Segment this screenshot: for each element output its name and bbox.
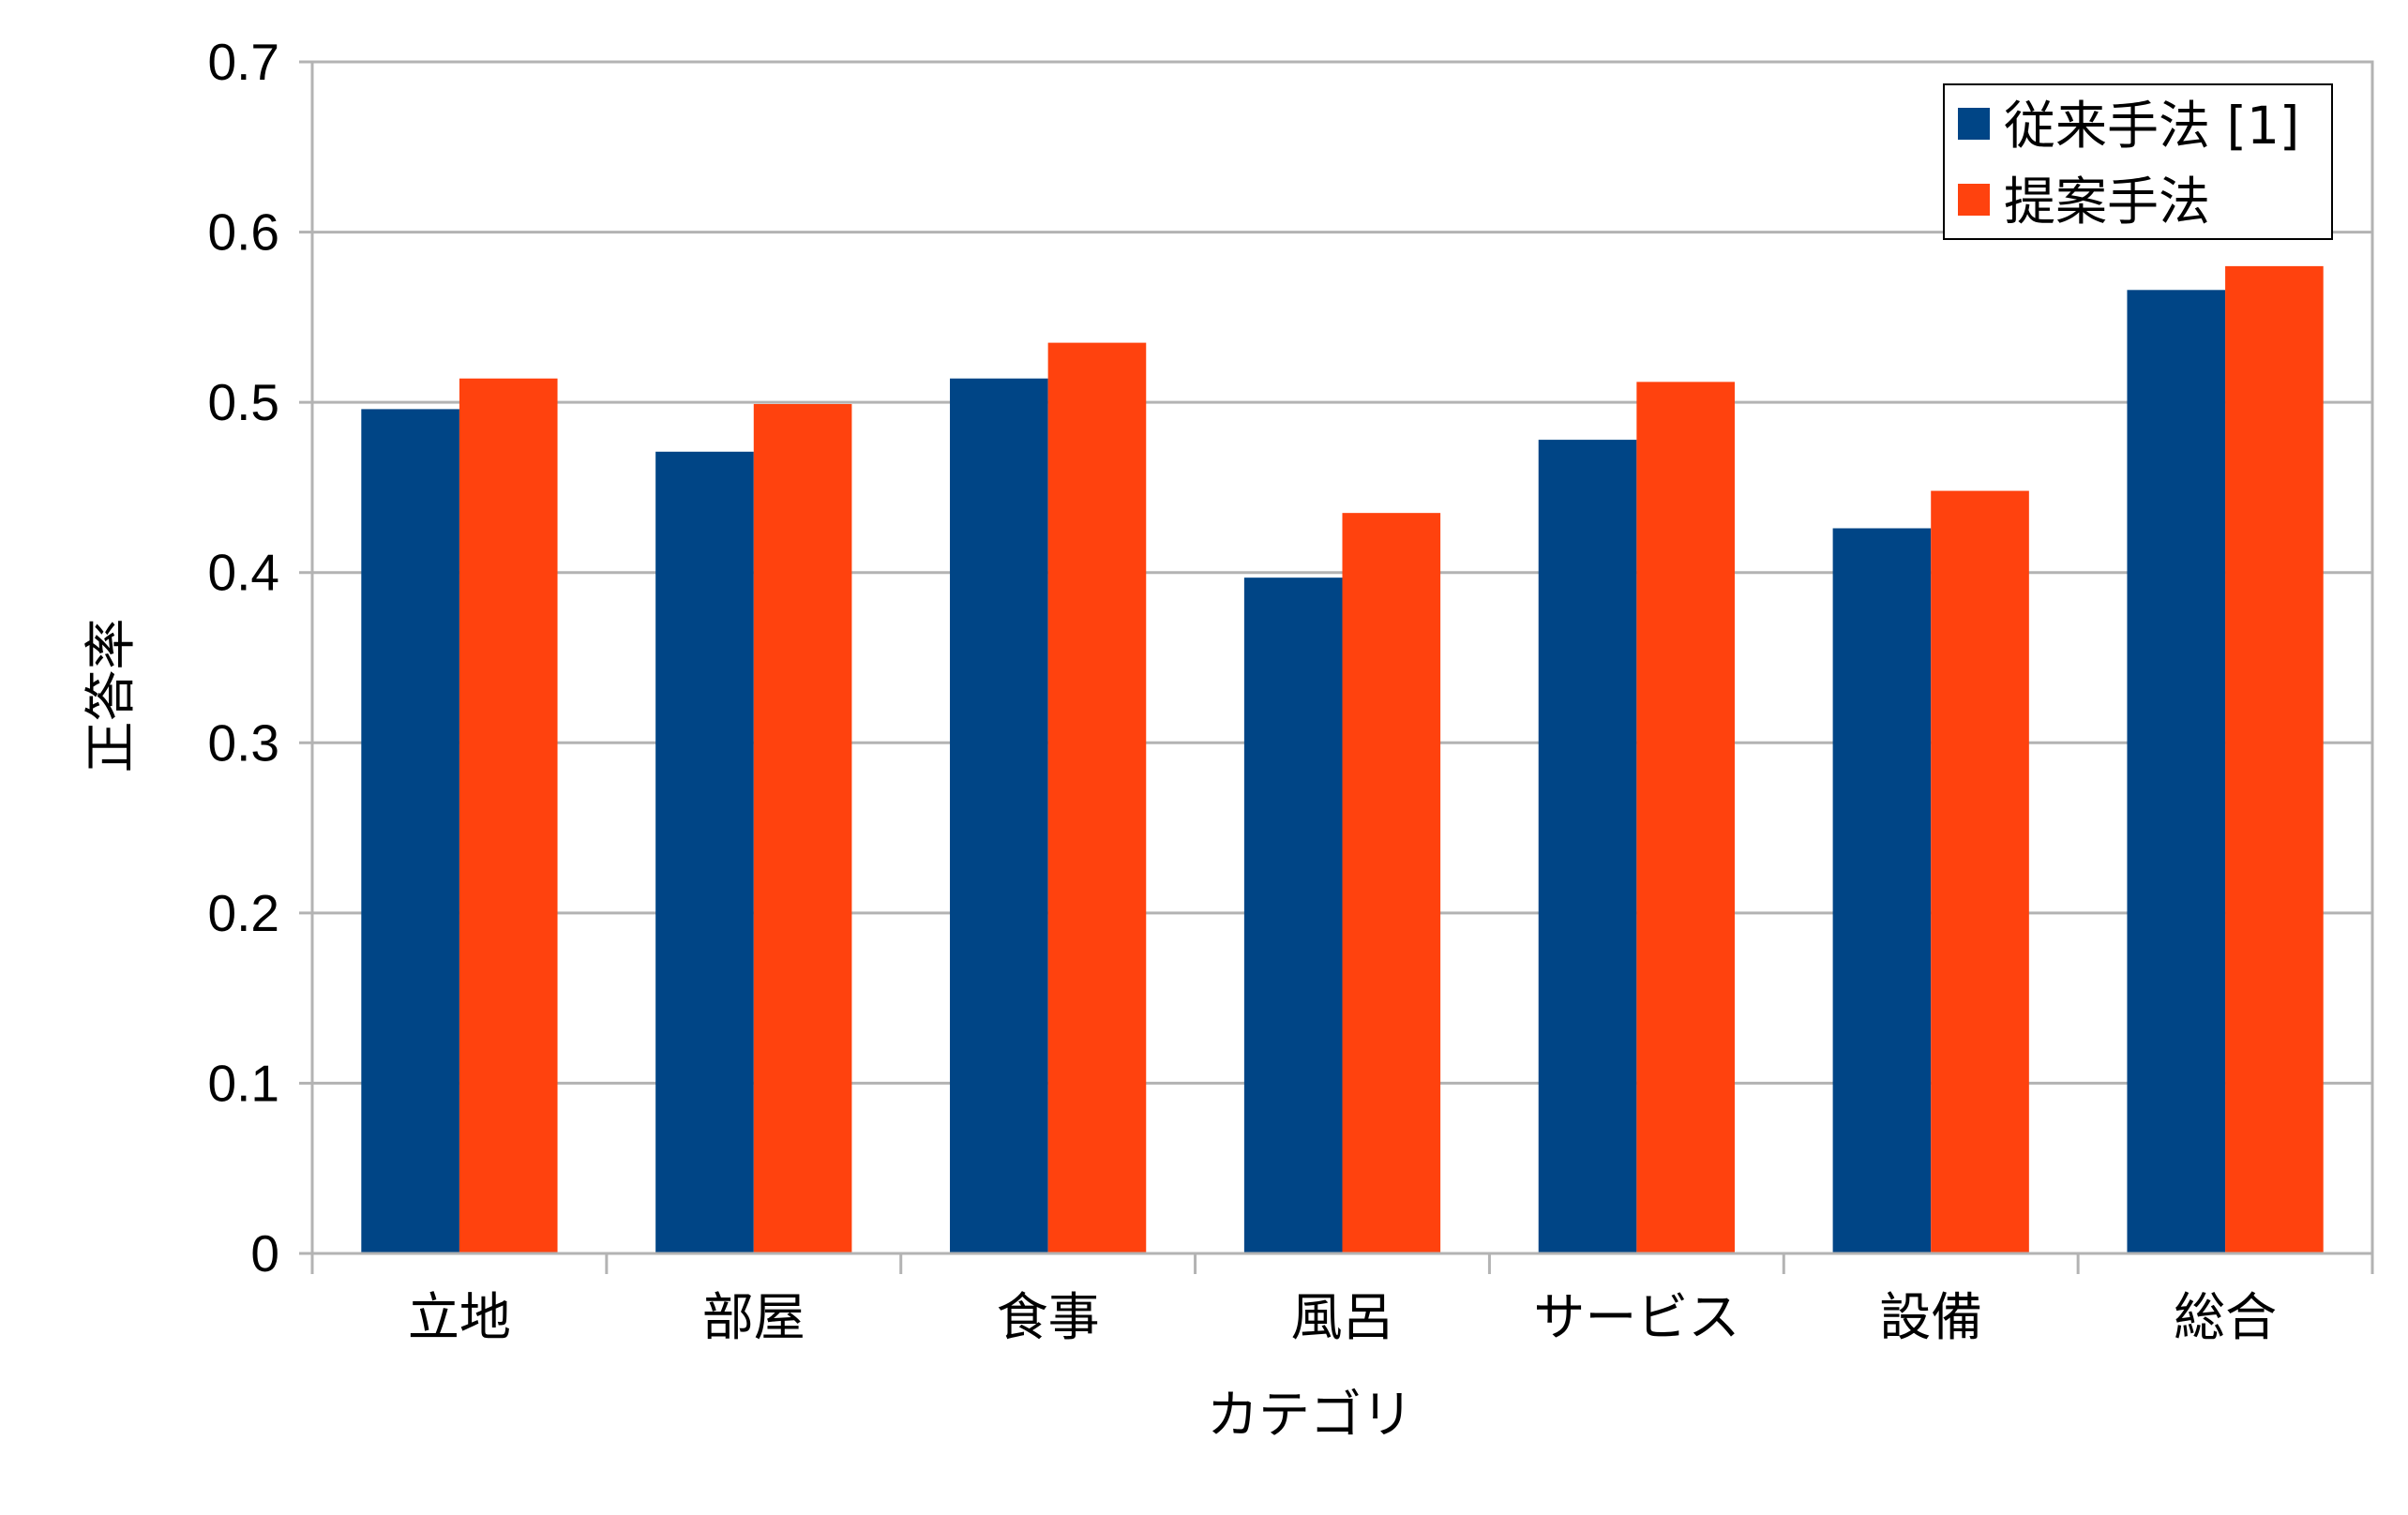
bar-series-1 [361,409,459,1253]
bars [361,265,2324,1254]
bar-series-1 [1538,440,1637,1253]
legend-label-series-1: 従来手法 [1] [2004,96,2299,156]
y-tick-label: 0.3 [208,713,279,772]
axes [299,60,2374,1274]
x-tick-label: サービス [1533,1287,1739,1347]
bar-series-1 [1832,528,1932,1253]
y-tick-label: 0.7 [208,33,279,91]
bar-series-2 [1931,490,2029,1253]
y-tick-label: 0 [250,1224,279,1282]
bar-series-2 [753,403,852,1253]
legend-swatch-series-2 [1958,184,1990,216]
y-tick-label: 0.2 [208,884,279,942]
x-tick-label: 食事 [997,1287,1100,1347]
x-tick-label: 風呂 [1290,1287,1393,1347]
bar-series-1 [950,378,1048,1253]
plot-frame [310,60,2374,1255]
y-tick-label: 0.5 [208,373,279,431]
bar-series-1 [2127,290,2226,1254]
legend-box [1943,83,2333,240]
x-tick-label: 設備 [1879,1287,1982,1347]
x-tick-label: 立地 [408,1287,511,1347]
x-tick-label: 部屋 [702,1287,805,1347]
legend-label-series-2: 提案手法 [2004,172,2210,232]
y-tick-label: 0.6 [208,203,279,262]
bar-series-2 [2225,265,2324,1253]
y-axis-title: 正答率 [81,618,141,772]
y-tick-label: 0.1 [208,1054,279,1112]
bar-series-2 [1636,382,1735,1254]
bar-series-2 [1342,513,1441,1253]
legend: 従来手法 [1] 提案手法 [1943,83,2333,240]
x-tick-labels: 立地 部屋 食事 風呂 サービス 設備 総合 [408,1287,2277,1347]
x-axis-title: カテゴリ [1207,1385,1413,1445]
y-tick-labels: 0 0.1 0.2 0.3 0.4 0.5 0.6 0.7 [208,33,279,1282]
y-tick-label: 0.4 [208,544,279,602]
bar-series-2 [1047,342,1147,1253]
legend-swatch-series-1 [1958,108,1990,140]
bar-series-2 [459,378,558,1253]
bar-series-1 [655,451,754,1253]
bar-series-1 [1243,578,1343,1253]
x-tick-label: 総合 [2174,1287,2277,1347]
